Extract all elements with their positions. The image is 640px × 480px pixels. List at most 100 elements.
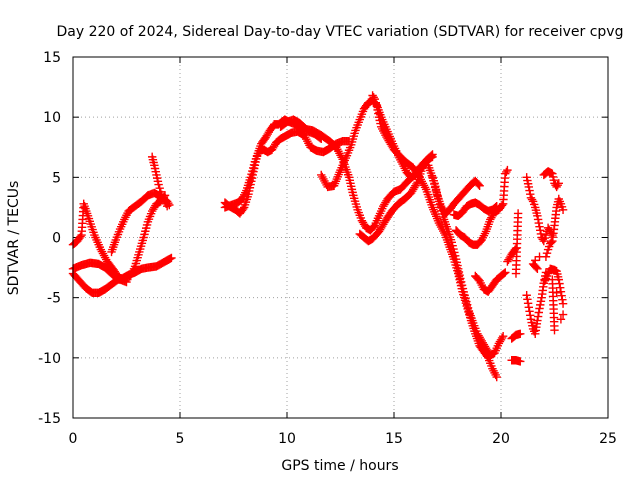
data-point-marker [536, 297, 546, 306]
data-point-marker [558, 295, 567, 304]
series-arc-22 [541, 194, 568, 261]
y-axis-label: SDTVAR / TECUs [6, 181, 22, 296]
data-point-marker [524, 303, 534, 312]
series-arc-20 [539, 167, 563, 192]
data-point-marker [526, 311, 535, 320]
data-point-marker [428, 152, 437, 162]
data-point-marker [498, 331, 508, 341]
data-point-marker [533, 264, 542, 273]
data-point-marker [248, 166, 257, 176]
data-point-marker [419, 158, 429, 168]
data-point-marker [461, 294, 470, 303]
y-tick-label: -5 [47, 291, 61, 307]
data-point-marker [152, 173, 162, 183]
data-point-marker [541, 252, 551, 261]
y-tick-label: -10 [38, 351, 61, 367]
data-point-marker [431, 186, 441, 196]
y-tick-label: 0 [52, 231, 61, 247]
data-point-marker [162, 202, 172, 211]
data-point-marker [534, 218, 544, 228]
data-point-marker [525, 307, 534, 316]
series-arc-17 [503, 209, 525, 366]
data-point-marker [548, 169, 557, 178]
data-point-marker [536, 226, 545, 235]
data-point-marker [528, 321, 537, 330]
data-point-marker [558, 310, 568, 319]
data-point-marker [527, 318, 536, 327]
data-point-marker [525, 186, 534, 195]
data-point-marker [376, 119, 385, 128]
x-axis-tick-labels: 0 5 10 15 20 25 [69, 431, 617, 447]
x-tick-label: 10 [278, 431, 296, 447]
series-arc-21 [539, 264, 568, 335]
data-point-marker [372, 102, 382, 111]
data-point-marker [550, 325, 559, 335]
data-point-marker [533, 316, 542, 325]
data-point-marker [534, 308, 544, 317]
data-point-marker [536, 229, 546, 239]
x-tick-label: 0 [69, 431, 78, 447]
data-point-marker [140, 230, 149, 239]
data-point-marker [501, 268, 510, 277]
data-point-marker [526, 189, 535, 199]
chart-title: Day 220 of 2024, Sidereal Day-to-day VTE… [57, 24, 624, 40]
data-point-marker [542, 248, 552, 258]
data-point-marker [557, 291, 566, 300]
data-point-marker [556, 287, 566, 296]
data-point-marker [492, 202, 501, 211]
data-point-marker [463, 303, 473, 312]
series-arc-16 [471, 268, 510, 296]
data-point-marker [556, 283, 565, 292]
data-point-marker [374, 109, 383, 118]
data-point-marker [491, 202, 500, 212]
data-point-marker [454, 267, 464, 277]
series-arc-7 [220, 127, 354, 212]
data-point-marker [375, 116, 384, 125]
data-point-marker [151, 167, 160, 176]
plot-frame [72, 56, 609, 419]
data-point-marker [462, 297, 471, 306]
data-point-marker [523, 179, 533, 188]
data-point-marker [522, 291, 531, 300]
data-point-marker [554, 179, 563, 188]
data-point-marker [430, 179, 439, 189]
data-point-marker [523, 299, 533, 308]
data-point-marker [374, 112, 384, 122]
data-point-marker [457, 280, 467, 290]
series-arc-12 [424, 161, 508, 360]
data-point-marker [475, 181, 484, 190]
data-point-marker [249, 160, 259, 170]
data-point-marker [516, 329, 525, 338]
series-arc-10 [355, 158, 429, 246]
data-point-marker [555, 279, 564, 288]
data-point-marker [247, 170, 256, 179]
data-point-marker [142, 220, 152, 230]
data-point-marker [456, 274, 465, 283]
data-point-marker [141, 227, 150, 236]
data-point-marker [452, 258, 461, 267]
data-point-marker [150, 161, 159, 170]
data-point-marker [153, 177, 163, 186]
data-point-marker [556, 315, 566, 324]
data-point-marker [523, 295, 532, 304]
data-point-marker [371, 98, 381, 107]
data-point-marker [154, 180, 163, 189]
data-point-marker [548, 172, 558, 182]
data-point-marker [497, 201, 507, 210]
data-point-marker [522, 173, 531, 182]
data-point-marker [516, 357, 525, 366]
y-tick-label: 5 [52, 170, 61, 186]
data-point-marker [533, 312, 543, 321]
data-point-marker [139, 233, 148, 242]
data-series [68, 91, 568, 382]
data-point-marker [533, 211, 542, 221]
y-tick-label: 15 [43, 50, 61, 66]
data-point-marker [535, 304, 544, 313]
data-point-marker [474, 180, 483, 189]
data-point-marker [451, 254, 461, 264]
data-point-marker [152, 170, 161, 180]
data-point-marker [558, 299, 568, 308]
data-point-marker [524, 182, 534, 192]
